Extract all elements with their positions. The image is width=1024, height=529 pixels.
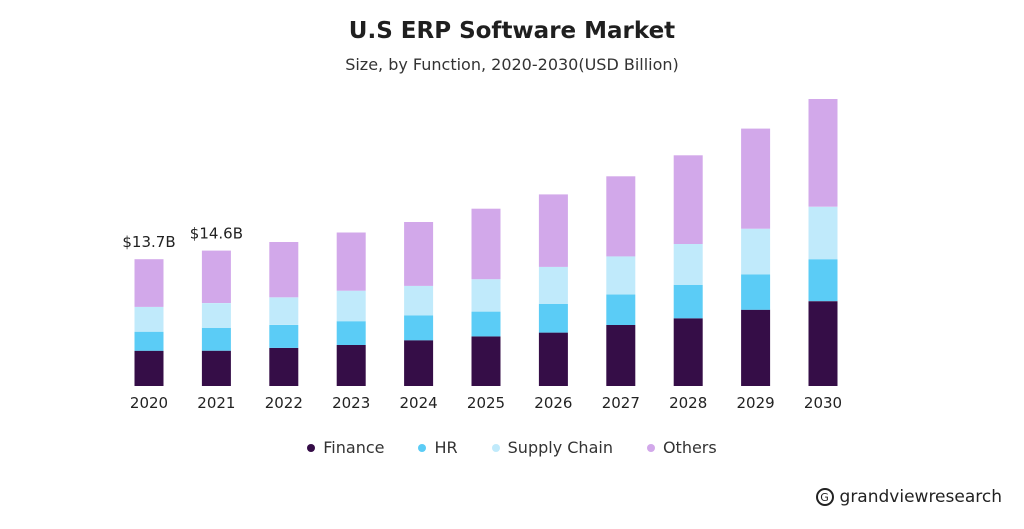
x-tick-label-2027: 2027 (602, 394, 640, 412)
bar-segment-finance-2021 (201, 350, 231, 386)
bar-segment-hr-2029 (741, 274, 771, 310)
bar-segment-others-2021 (201, 250, 231, 303)
bar-segment-supply-chain-2021 (201, 303, 231, 328)
bar-segment-hr-2021 (201, 327, 231, 351)
bar-segment-supply-chain-2028 (673, 244, 703, 285)
x-tick-label-2023: 2023 (332, 394, 370, 412)
bar-segment-others-2027 (606, 176, 636, 257)
legend-label-others: Others (662, 438, 717, 457)
bar-segment-finance-2026 (538, 332, 568, 386)
legend-swatch-others (646, 443, 655, 452)
bar-segment-supply-chain-2030 (808, 206, 838, 260)
bar-segment-hr-2022 (269, 325, 299, 348)
bar-segment-finance-2027 (606, 325, 636, 386)
chart-legend: Finance HR Supply Chain Others (0, 438, 1024, 457)
x-tick-label-2021: 2021 (197, 394, 235, 412)
x-tick-label-2030: 2030 (804, 394, 842, 412)
x-tick-label-2020: 2020 (130, 394, 168, 412)
bar-segment-supply-chain-2024 (404, 285, 434, 316)
legend-label-finance: Finance (323, 438, 385, 457)
bar-segment-finance-2020 (134, 350, 164, 386)
bar-segment-hr-2030 (808, 259, 838, 302)
legend-swatch-hr (418, 443, 427, 452)
bar-segment-supply-chain-2026 (538, 266, 568, 304)
legend-swatch-supply-chain (491, 443, 500, 452)
bar-segment-others-2030 (808, 99, 838, 207)
bar-segment-supply-chain-2027 (606, 256, 636, 295)
bar-segment-others-2026 (538, 194, 568, 267)
bar-segment-supply-chain-2022 (269, 297, 299, 325)
bar-segment-finance-2029 (741, 309, 771, 386)
brand-name: grandviewresearch (839, 487, 1002, 507)
x-tick-label-2024: 2024 (400, 394, 438, 412)
legend-label-supply-chain: Supply Chain (507, 438, 613, 457)
data-label-2020: $13.7B (122, 233, 175, 251)
bar-segment-hr-2023 (336, 321, 366, 345)
x-tick-label-2029: 2029 (737, 394, 775, 412)
bar-segment-hr-2025 (471, 311, 501, 337)
legend-item-finance: Finance (307, 438, 384, 457)
bar-segment-finance-2030 (808, 301, 838, 386)
bar-segment-finance-2024 (404, 340, 434, 386)
legend-item-supply-chain: Supply Chain (491, 438, 613, 457)
legend-item-others: Others (646, 438, 717, 457)
brand-logo-icon: G (815, 488, 834, 506)
bar-segment-hr-2020 (134, 331, 164, 351)
x-tick-label-2028: 2028 (669, 394, 707, 412)
bar-segment-hr-2026 (538, 304, 568, 333)
x-tick-label-2025: 2025 (467, 394, 505, 412)
x-tick-label-2026: 2026 (534, 394, 572, 412)
bar-segment-supply-chain-2023 (336, 290, 366, 322)
bar-segment-others-2028 (673, 155, 703, 244)
bar-segment-others-2023 (336, 232, 366, 291)
bar-segment-hr-2024 (404, 315, 434, 341)
bar-segment-supply-chain-2020 (134, 306, 164, 332)
bar-segment-finance-2022 (269, 347, 299, 386)
stacked-bar-chart: 2020 $13.7B 2021 $14.6B 2022 2023 2024 2025 2026… (122, 99, 842, 412)
bar-segment-hr-2028 (673, 284, 703, 319)
legend-swatch-finance (307, 443, 316, 452)
legend-item-hr: HR (418, 438, 458, 457)
brand-watermark: G grandviewresearch (815, 487, 1002, 507)
bar-segment-finance-2025 (471, 336, 501, 386)
bar-segment-hr-2027 (606, 294, 636, 325)
bar-segment-others-2025 (471, 208, 501, 280)
bar-segment-finance-2023 (336, 345, 366, 386)
bar-segment-others-2020 (134, 259, 164, 307)
bar-segment-others-2022 (269, 242, 299, 298)
legend-label-hr: HR (434, 438, 458, 457)
chart-subtitle: Size, by Function, 2020-2030(USD Billion… (345, 55, 679, 74)
chart-title: U.S ERP Software Market (348, 18, 676, 44)
x-tick-label-2022: 2022 (265, 394, 303, 412)
data-label-2021: $14.6B (190, 225, 243, 243)
bar-segment-supply-chain-2025 (471, 279, 501, 312)
bar-segment-supply-chain-2029 (741, 228, 771, 275)
bar-segment-others-2024 (404, 222, 434, 286)
bar-segment-finance-2028 (673, 318, 703, 386)
bar-segment-others-2029 (741, 128, 771, 229)
